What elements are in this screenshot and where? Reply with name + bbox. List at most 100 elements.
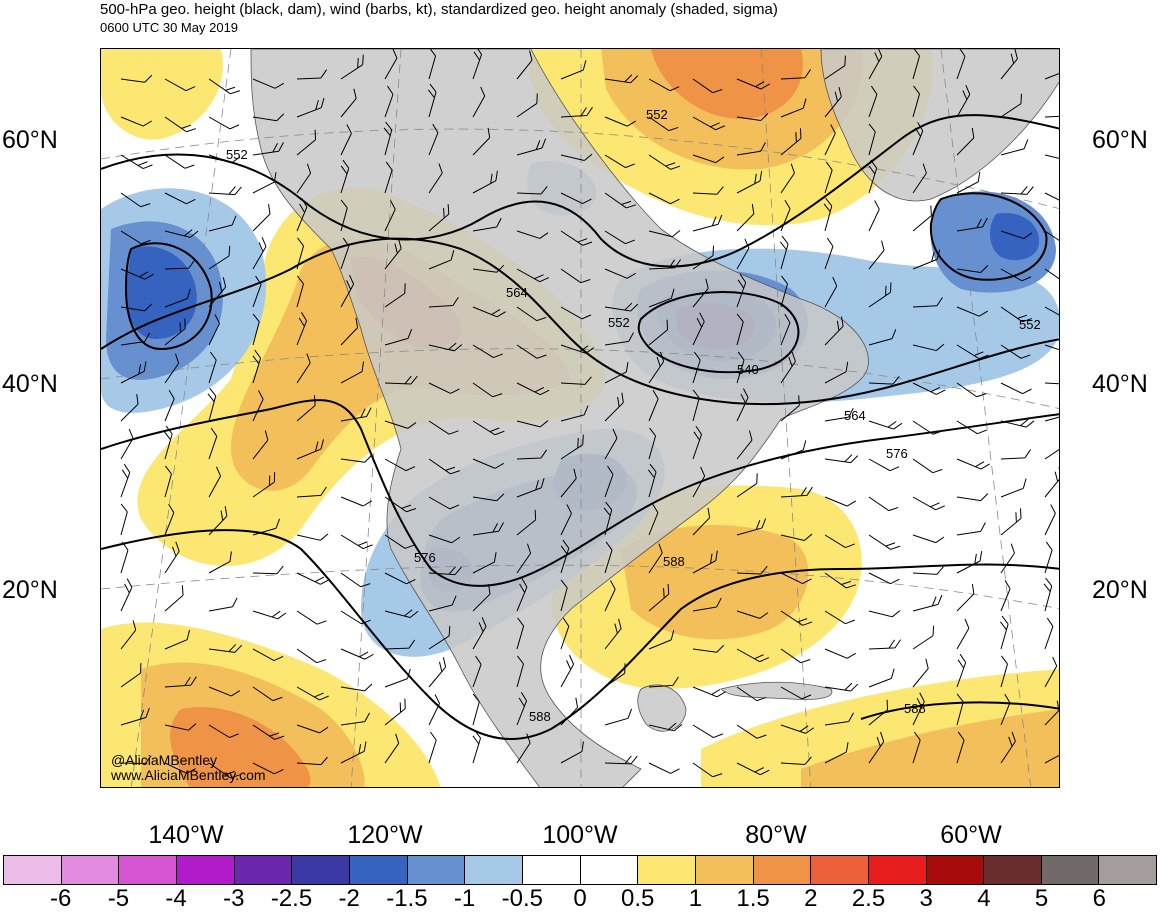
wind-barb bbox=[604, 663, 626, 688]
wind-barb bbox=[956, 344, 989, 360]
wind-barb bbox=[868, 610, 901, 618]
colorbar-cell bbox=[407, 856, 466, 884]
wind-barb bbox=[472, 420, 505, 436]
wind-barb bbox=[428, 566, 462, 576]
wind-barb bbox=[252, 142, 284, 156]
wind-barb bbox=[868, 282, 892, 308]
wind-barb bbox=[560, 376, 592, 385]
wind-barb bbox=[384, 49, 398, 80]
wind-barb bbox=[208, 78, 241, 95]
wind-barb bbox=[164, 154, 195, 169]
wind-barb bbox=[120, 503, 128, 536]
wind-barb bbox=[1000, 93, 1022, 118]
wind-barb bbox=[516, 50, 533, 80]
wind-barb bbox=[1000, 579, 1011, 612]
wind-barb bbox=[1000, 306, 1033, 323]
contour-label: 552 bbox=[226, 147, 248, 162]
wind-barb bbox=[252, 762, 284, 775]
wind-barb bbox=[1044, 435, 1059, 460]
land-greenland bbox=[820, 49, 1059, 202]
colorbar-tick-label: 4 bbox=[977, 885, 991, 912]
wind-barb bbox=[428, 694, 441, 726]
wind-barb bbox=[1044, 268, 1059, 285]
wind-barb bbox=[516, 449, 548, 460]
wind-barb bbox=[780, 648, 811, 664]
wind-barb bbox=[428, 382, 460, 394]
anomaly-ridge-caribbean-core bbox=[801, 709, 1059, 787]
lon-label: 60°W bbox=[940, 821, 1002, 849]
wind-barb bbox=[692, 724, 723, 739]
colorbar-cell bbox=[1041, 856, 1100, 884]
wind-barb bbox=[384, 572, 416, 585]
wind-barb bbox=[780, 128, 802, 156]
wind-barb bbox=[824, 682, 859, 692]
wind-barb bbox=[296, 163, 312, 194]
anomaly-ridge-eastpacific-max bbox=[170, 707, 311, 787]
wind-barb bbox=[780, 98, 807, 118]
wind-barb bbox=[384, 200, 396, 232]
colorbar-cell bbox=[61, 856, 120, 884]
wind-barb bbox=[252, 78, 285, 89]
wind-barb bbox=[912, 382, 946, 395]
wind-barb bbox=[428, 496, 460, 510]
wind-barb bbox=[824, 742, 849, 764]
lon-label: 80°W bbox=[745, 821, 807, 849]
wind-barb bbox=[780, 610, 813, 626]
wind-barb bbox=[296, 69, 328, 80]
wind-barb bbox=[692, 644, 725, 653]
land-cuba bbox=[720, 681, 833, 700]
wind-barb bbox=[604, 268, 637, 279]
wind-barb bbox=[780, 756, 812, 765]
wind-barb bbox=[956, 127, 975, 156]
colorbar-cell bbox=[1099, 856, 1157, 884]
wind-barb bbox=[1044, 656, 1058, 688]
wind-barb bbox=[120, 116, 153, 127]
wind-barb bbox=[824, 124, 836, 156]
wind-barb bbox=[384, 375, 418, 385]
wind-barb bbox=[692, 507, 711, 536]
wind-barb bbox=[603, 501, 613, 536]
wind-barb bbox=[120, 332, 151, 346]
wind-barb bbox=[252, 518, 281, 536]
wind-barb bbox=[516, 617, 525, 650]
wind-barb bbox=[560, 741, 584, 764]
wind-barb bbox=[164, 723, 197, 731]
wind-barb bbox=[780, 686, 812, 700]
wind-barb bbox=[296, 439, 324, 460]
wind-barb bbox=[164, 503, 175, 536]
wind-barb bbox=[604, 392, 624, 422]
wind-barb bbox=[1000, 230, 1033, 240]
wind-barb bbox=[164, 676, 197, 688]
wind-barb bbox=[868, 159, 878, 194]
wind-barb bbox=[428, 420, 459, 435]
wind-barb bbox=[120, 303, 153, 312]
wind-barb bbox=[824, 55, 846, 80]
wind-barb bbox=[472, 217, 502, 232]
parallel-60n bbox=[101, 128, 1059, 209]
wind-barb bbox=[208, 466, 222, 498]
wind-barb bbox=[340, 124, 352, 156]
wind-barb bbox=[868, 376, 900, 385]
wind-barb bbox=[516, 655, 524, 688]
colorbar-cell bbox=[234, 856, 293, 884]
wind-barb bbox=[560, 539, 570, 574]
wind-barb bbox=[1044, 504, 1056, 536]
land-north-america bbox=[250, 49, 869, 787]
wind-barb bbox=[912, 297, 943, 308]
meridian-140w bbox=[130, 49, 232, 787]
wind-barb bbox=[912, 692, 925, 726]
wind-barb bbox=[384, 733, 400, 764]
wind-barb bbox=[912, 625, 935, 650]
wind-barb bbox=[340, 648, 374, 660]
wind-barb bbox=[780, 199, 791, 232]
wind-barb bbox=[208, 186, 242, 196]
wind-barb bbox=[1000, 268, 1032, 282]
wind-barb bbox=[1000, 731, 1016, 764]
wind-barb bbox=[340, 199, 348, 232]
wind-barb bbox=[296, 572, 330, 585]
wind-barb bbox=[780, 724, 815, 734]
wind-barb bbox=[252, 237, 267, 270]
wind-barb bbox=[648, 503, 659, 536]
wind-barb bbox=[868, 572, 900, 585]
wind-barb bbox=[516, 268, 550, 283]
